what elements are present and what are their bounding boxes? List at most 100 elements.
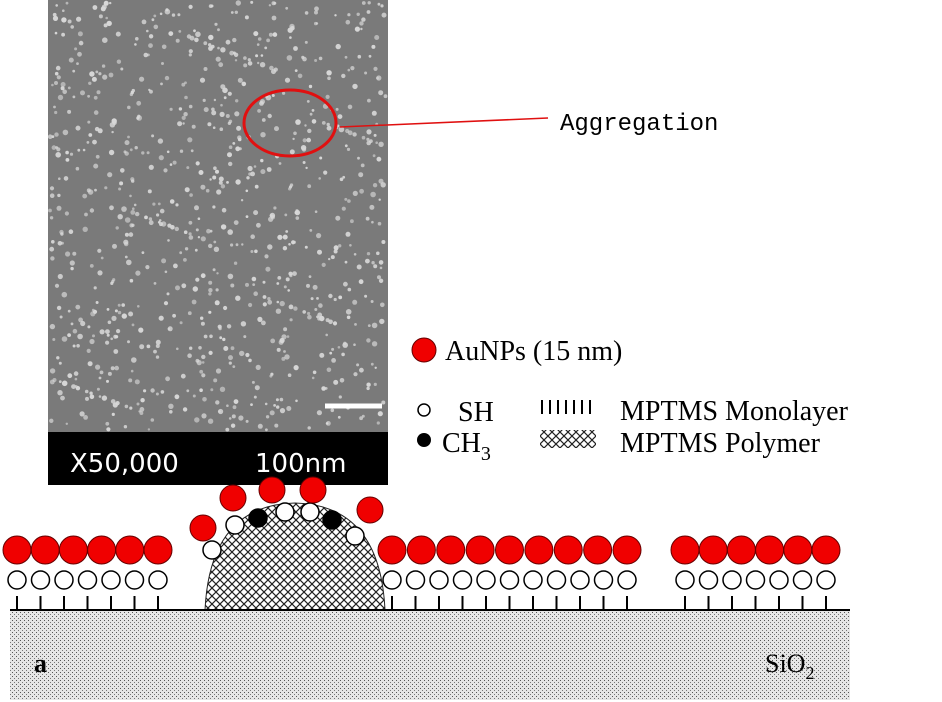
dot: [155, 339, 161, 345]
dot: [328, 257, 331, 261]
dot: [337, 114, 343, 119]
dot: [227, 121, 232, 126]
legend-aunp-icon: [411, 337, 437, 363]
aunp: [553, 535, 583, 565]
dot: [128, 311, 134, 317]
sh-group: [30, 570, 51, 590]
dot: [227, 152, 232, 158]
dot: [354, 26, 360, 32]
dot: [285, 6, 289, 10]
dot: [220, 224, 227, 230]
dot: [208, 292, 212, 296]
dot: [110, 337, 113, 341]
dot: [251, 380, 255, 384]
dot: [153, 24, 159, 30]
dot: [115, 31, 121, 37]
dot: [199, 388, 203, 393]
dot: [194, 205, 199, 211]
dot: [250, 171, 256, 177]
dot: [203, 334, 208, 339]
dot: [87, 325, 91, 329]
dot: [58, 177, 61, 180]
dot: [352, 132, 357, 137]
dot: [77, 51, 82, 57]
dot: [216, 189, 222, 195]
dot: [73, 371, 79, 376]
dot: [245, 215, 249, 219]
dot: [203, 41, 208, 46]
dot: [288, 243, 291, 246]
dot: [106, 333, 110, 337]
dot: [325, 422, 329, 425]
dot: [74, 385, 78, 388]
aunp: [698, 535, 728, 565]
dot: [155, 344, 160, 348]
dot: [163, 301, 169, 306]
dot: [230, 243, 234, 247]
dot: [143, 389, 147, 393]
aunp: [524, 535, 554, 565]
dot: [345, 231, 351, 237]
dot: [361, 135, 366, 140]
dot: [72, 69, 76, 73]
dot: [178, 30, 182, 33]
dot: [352, 83, 358, 90]
dot: [181, 82, 186, 87]
dot: [54, 110, 58, 115]
dot: [147, 428, 151, 431]
dot: [381, 400, 386, 405]
dot: [297, 73, 303, 79]
dot: [74, 377, 78, 381]
sem-image: X50,000 100nm: [47, 0, 388, 485]
dot: [232, 37, 237, 43]
dot: [342, 175, 346, 179]
dot: [196, 360, 202, 366]
dot: [186, 166, 190, 170]
dot: [247, 58, 251, 62]
dot: [349, 244, 352, 247]
dot: [289, 36, 292, 39]
dot: [333, 379, 339, 385]
dot: [184, 95, 188, 100]
dot: [184, 247, 189, 251]
dot: [248, 358, 252, 363]
dot: [276, 282, 280, 285]
dot: [120, 67, 124, 71]
dot: [328, 293, 333, 299]
dot: [97, 248, 102, 253]
dot: [109, 1, 112, 5]
dot: [89, 338, 95, 345]
dot: [109, 205, 114, 211]
dot: [159, 12, 163, 16]
dot: [325, 94, 330, 99]
dot: [321, 262, 326, 267]
dot: [344, 197, 348, 201]
dot: [96, 90, 101, 95]
dot: [279, 408, 286, 414]
dot: [212, 126, 216, 129]
dot: [309, 229, 313, 232]
dot: [49, 246, 55, 252]
dot: [265, 415, 270, 419]
dot: [211, 107, 215, 112]
nanoparticle-dots: [47, 0, 388, 432]
dot: [138, 327, 144, 333]
dot: [121, 206, 127, 212]
dot: [71, 384, 76, 389]
dot: [366, 382, 371, 387]
dot: [168, 31, 174, 36]
dot: [72, 328, 78, 334]
dot: [381, 12, 387, 18]
dot: [57, 273, 63, 280]
dot: [309, 112, 313, 116]
dot: [181, 283, 187, 289]
dot: [262, 295, 267, 299]
dot: [195, 31, 201, 38]
dot: [250, 0, 254, 4]
dot: [129, 406, 133, 410]
dot: [250, 234, 255, 239]
dot: [233, 399, 239, 404]
info-bar: [48, 432, 388, 485]
dot: [64, 211, 69, 216]
dot: [161, 44, 167, 50]
